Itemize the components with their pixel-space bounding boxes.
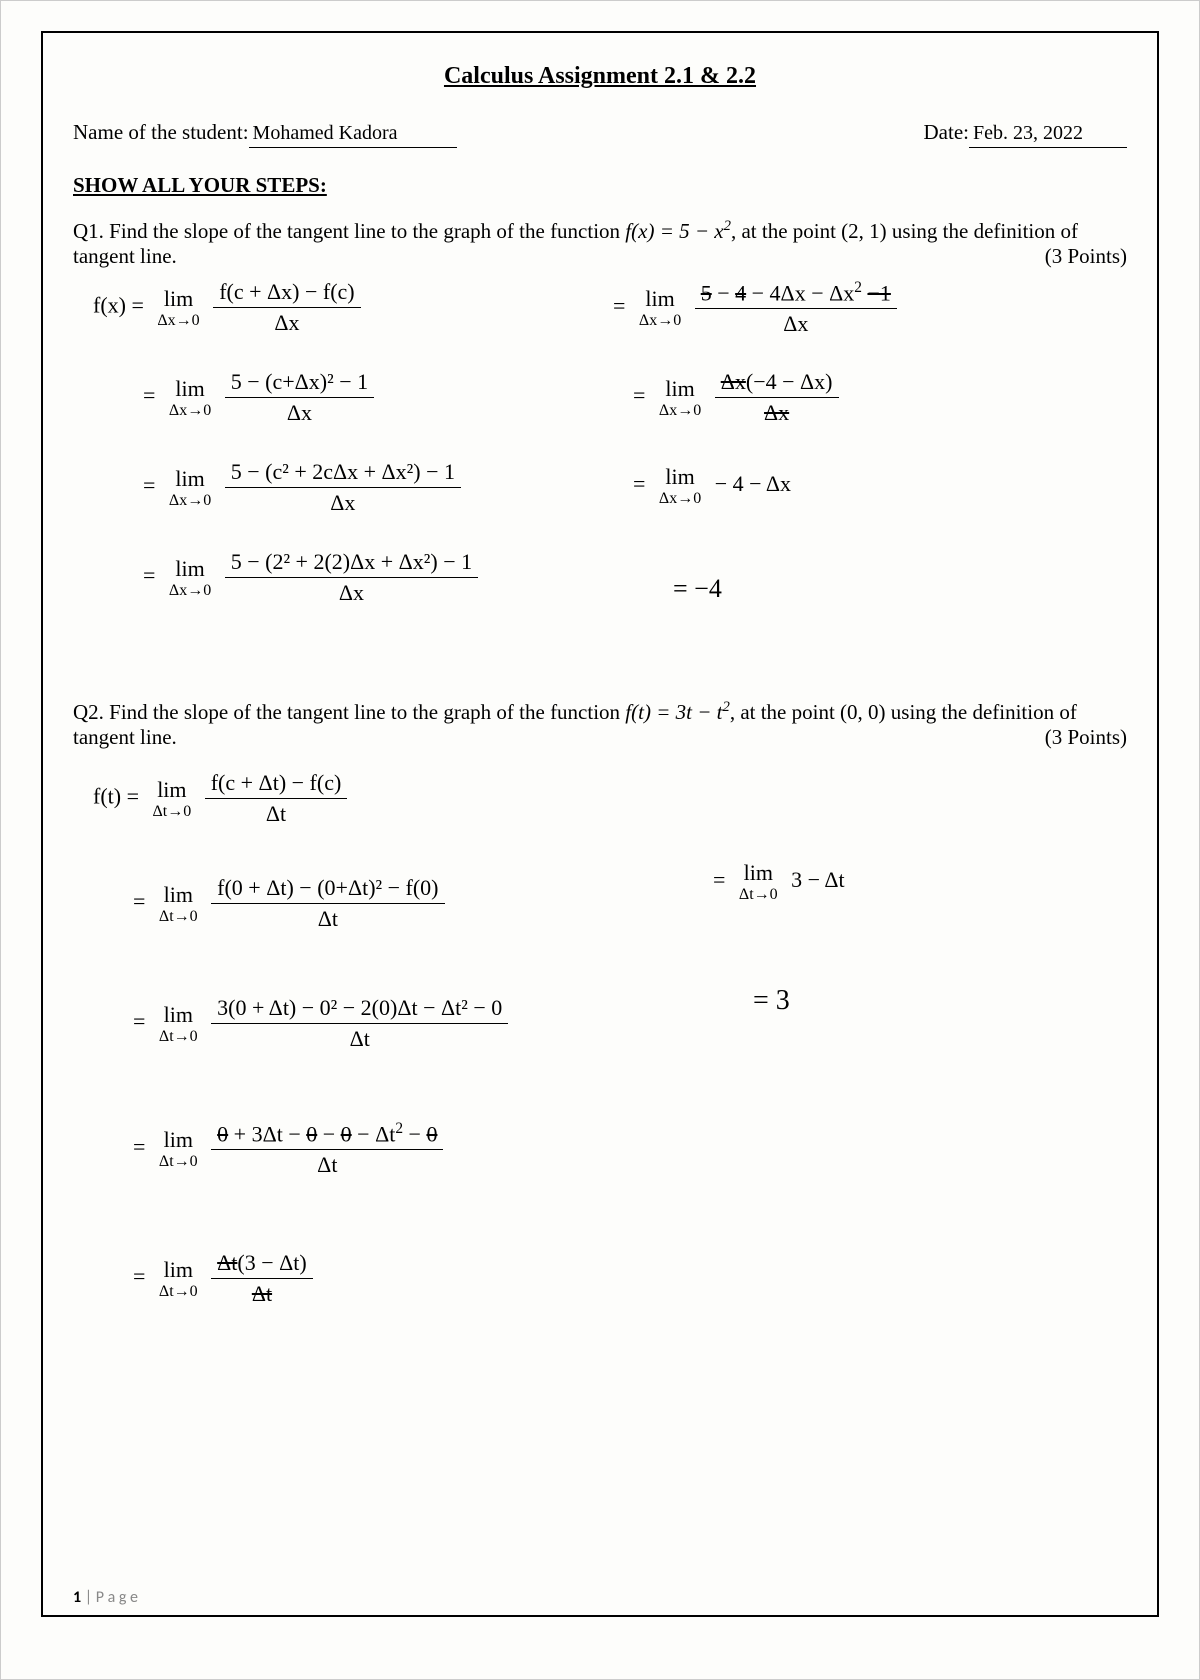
q2-func: f(t) = 3t − t2 [625, 700, 730, 724]
q2-work-area: f(t) = limΔt→0 f(c + Δt) − f(c)Δt = limΔ… [73, 760, 1127, 1410]
q2-step-l2: = limΔt→0 f(0 + Δt) − (0+Δt)² − f(0)Δt [133, 875, 445, 932]
q1-step-l4: = limΔx→0 5 − (2² + 2(2)Δx + Δx²) − 1Δx [143, 549, 478, 606]
q1-step-r2: = limΔx→0 Δx(−4 − Δx)Δx [633, 369, 839, 426]
q1-points: (3 Points) [1045, 244, 1127, 269]
date-field: Date: Feb. 23, 2022 [924, 120, 1127, 148]
steps-header: SHOW ALL YOUR STEPS: [73, 173, 1127, 198]
assignment-title: Calculus Assignment 2.1 & 2.2 [73, 63, 1127, 90]
q2-text-a: Q2. Find the slope of the tangent line t… [73, 700, 625, 724]
q1-step-r1: = limΔx→0 5 − 4 − 4Δx − Δx2 −1Δx [613, 279, 897, 337]
q1-step-l1: f(x) = limΔx→0 f(c + Δx) − f(c)Δx [93, 279, 361, 336]
q1-func: f(x) = 5 − x2 [625, 219, 731, 243]
date-value: Feb. 23, 2022 [969, 122, 1127, 148]
name-field: Name of the student: Mohamed Kadora [73, 120, 457, 148]
q1-step-l2: = limΔx→0 5 − (c+Δx)² − 1Δx [143, 369, 374, 426]
date-label: Date: [924, 120, 969, 145]
q2-points: (3 Points) [1045, 725, 1127, 750]
q1-step-r3: = limΔx→0 − 4 − Δx [633, 464, 791, 508]
q1-prompt: Q1. Find the slope of the tangent line t… [73, 218, 1127, 269]
q2-prompt: Q2. Find the slope of the tangent line t… [73, 699, 1127, 750]
page-container: Calculus Assignment 2.1 & 2.2 Name of th… [0, 0, 1200, 1680]
q2-step-r1: = limΔt→0 3 − Δt [713, 860, 845, 904]
page-border: Calculus Assignment 2.1 & 2.2 Name of th… [41, 31, 1159, 1617]
q2-step-l5: = limΔt→0 Δt(3 − Δt)Δt [133, 1250, 313, 1307]
q2-step-l3: = limΔt→0 3(0 + Δt) − 0² − 2(0)Δt − Δt² … [133, 995, 508, 1052]
q1-step-l3: = limΔx→0 5 − (c² + 2cΔx + Δx²) − 1Δx [143, 459, 461, 516]
name-label: Name of the student: [73, 120, 249, 145]
q1-work-area: f(x) = limΔx→0 f(c + Δx) − f(c)Δx = limΔ… [73, 279, 1127, 659]
page-number: 1 | P a g e [73, 1588, 138, 1607]
name-date-row: Name of the student: Mohamed Kadora Date… [73, 120, 1127, 148]
q1-answer: = −4 [673, 574, 722, 604]
page-num-bold: 1 [73, 1588, 81, 1607]
q2-step-l1: f(t) = limΔt→0 f(c + Δt) − f(c)Δt [93, 770, 347, 827]
student-name-value: Mohamed Kadora [249, 122, 457, 148]
page-num-rest: | P a g e [81, 1588, 138, 1607]
q1-text-a: Q1. Find the slope of the tangent line t… [73, 219, 625, 243]
q2-answer: = 3 [753, 985, 790, 1017]
q2-step-l4: = limΔt→0 0 + 3Δt − 0 − 0 − Δt2 − 0Δt [133, 1120, 443, 1178]
